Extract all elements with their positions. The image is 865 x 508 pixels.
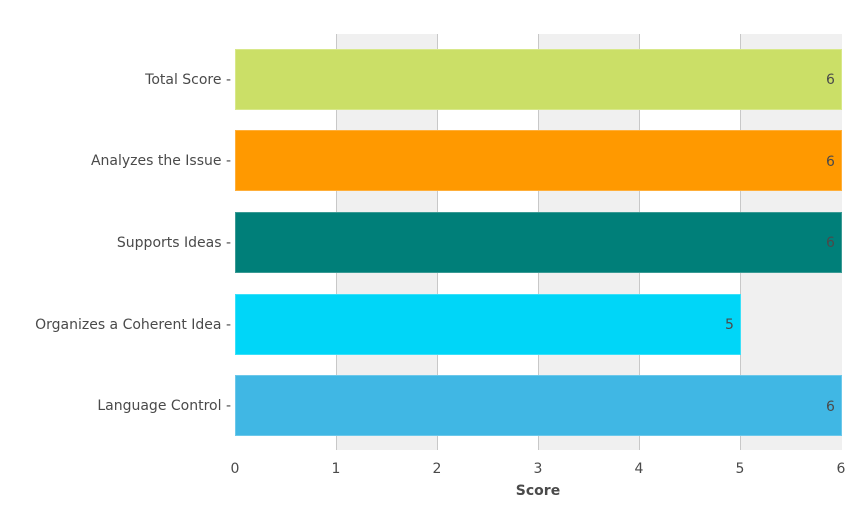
x-axis-title: Score <box>515 483 561 499</box>
bar-total-score[interactable] <box>235 49 842 110</box>
y-axis-label: Organizes a Coherent Idea - <box>35 317 231 333</box>
bar-organizes-a-coherent-idea[interactable] <box>235 294 741 355</box>
x-tick-label: 2 <box>432 461 442 477</box>
bar-value-label: 6 <box>826 235 835 251</box>
x-tick-label: 5 <box>735 461 745 477</box>
y-axis-label: Analyzes the Issue - <box>90 153 231 169</box>
bar-value-label: 6 <box>826 72 835 88</box>
x-tick-label: 4 <box>634 461 644 477</box>
bar-analyzes-the-issue[interactable] <box>235 130 842 191</box>
bar-value-label: 6 <box>826 399 835 415</box>
x-tick-label: 3 <box>533 461 543 477</box>
bar-language-control[interactable] <box>235 375 842 436</box>
bar-value-label: 6 <box>826 154 835 170</box>
x-tick-label: 1 <box>331 461 341 477</box>
y-axis-label: Supports Ideas - <box>116 235 231 251</box>
x-tick-label: 6 <box>836 461 846 477</box>
bar-supports-ideas[interactable] <box>235 212 842 273</box>
y-axis-label: Total Score - <box>145 72 231 88</box>
y-axis-label: Language Control - <box>97 398 231 414</box>
bar-value-label: 5 <box>725 317 734 333</box>
x-tick-label: 0 <box>230 461 240 477</box>
